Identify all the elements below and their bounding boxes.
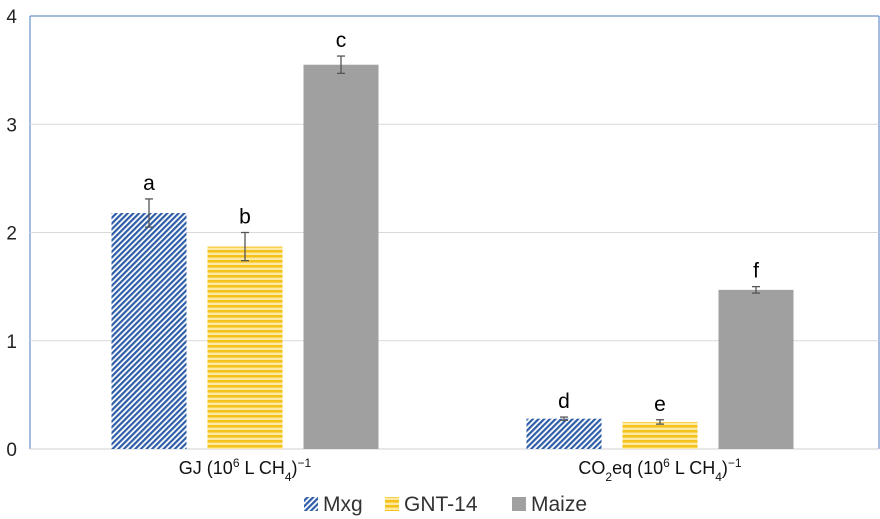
bar-maize-1: [303, 64, 379, 450]
legend-label-maize: Maize: [531, 493, 587, 516]
legend-swatch-gnt-14: [385, 497, 399, 511]
bar-gnt-14-1: [207, 246, 283, 449]
x-category-label: GJ (106 L CH4)−1: [179, 456, 312, 484]
x-category-label: CO2eq (106 L CH4)−1: [578, 456, 741, 484]
significance-letter: f: [753, 260, 759, 283]
y-tick-label: 0: [6, 440, 17, 461]
y-axis: 0 1 2 3 4: [6, 7, 17, 461]
significance-letter: d: [558, 390, 570, 413]
y-tick-label: 3: [6, 115, 17, 136]
significance-letter: a: [143, 172, 155, 195]
legend-swatch-maize: [512, 497, 526, 511]
x-axis: GJ (106 L CH4)−1 CO2eq (106 L CH4)−1: [179, 456, 742, 484]
bar-maize-2: [718, 289, 794, 449]
significance-letter: c: [336, 29, 347, 52]
bars: a d b e c f: [111, 29, 794, 450]
legend: Mxg GNT-14 Maize: [304, 493, 587, 516]
y-tick-label: 1: [6, 332, 17, 353]
bar-gnt-14-2: [622, 421, 698, 449]
y-tick-label: 2: [6, 224, 17, 245]
legend-label-mxg: Mxg: [323, 493, 363, 516]
significance-letter: e: [654, 393, 666, 416]
legend-swatch-mxg: [304, 497, 318, 511]
bar-mxg-1: [111, 213, 187, 449]
y-tick-label: 4: [6, 7, 17, 28]
legend-label-gnt-14: GNT-14: [404, 493, 478, 516]
significance-letter: b: [239, 206, 251, 229]
bar-mxg-2: [526, 418, 602, 449]
